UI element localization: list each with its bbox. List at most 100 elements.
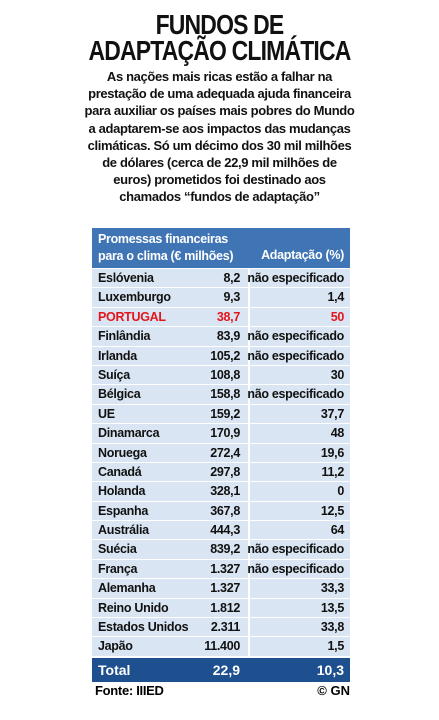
cell-value: 444,3	[210, 523, 240, 538]
table-row: PORTUGAL 38,7 50	[92, 306, 350, 327]
country: Finlândia	[98, 329, 151, 344]
cell-value: 0	[337, 484, 344, 499]
cell-value: 1.812	[210, 600, 240, 615]
column-separator	[248, 618, 250, 637]
column-separator	[248, 404, 250, 424]
column-separator	[248, 482, 250, 501]
table-body: Eslóvenia 8,2 não especificado Luxemburgo 9,…	[92, 268, 350, 656]
header-cell: Adaptação (%)	[261, 248, 344, 262]
intro-line: As nações mais ricas estão a falhar na	[106, 69, 333, 84]
country: Estados Unidos	[98, 620, 189, 635]
source: Fonte: IIIED	[95, 683, 164, 698]
column-separator	[248, 598, 250, 618]
header-cell: Promessas financeiras para o clima (€ mi…	[98, 231, 234, 265]
table-row: Japão 11.400 1,5	[92, 636, 350, 656]
table-row: França 1.327 não especificado	[92, 558, 350, 579]
country: Japão	[98, 639, 133, 654]
cell-value: 19,6	[320, 445, 344, 460]
cell-value: 108,8	[210, 367, 240, 382]
table-row: Bélgica 158,8 não especificado	[92, 384, 350, 404]
column-separator	[248, 540, 250, 559]
country: Eslóvenia	[98, 271, 154, 285]
title-line: ADAPTAÇÃO CLIMÁTICA	[88, 35, 351, 66]
country: França	[98, 561, 138, 576]
cell-value: 38,7	[216, 309, 240, 324]
table-row: Reino Unido 1.812 13,5	[92, 597, 350, 618]
country: Suécia	[98, 542, 137, 557]
country: Alemanha	[98, 581, 156, 596]
cell-value: 272,4	[210, 445, 240, 460]
column-separator	[248, 307, 250, 327]
intro-line: de dólares (cerca de 22,9 mil milhões de	[102, 155, 337, 171]
intro-line: a adaptarem-se aos impactos das mudanças	[88, 120, 351, 136]
cell-value: 1,4	[327, 290, 345, 305]
country: Bélgica	[98, 387, 141, 402]
country: Suíça	[98, 367, 130, 382]
country: Reino Unido	[98, 600, 169, 615]
table-row: Alemanha 1.327 33,3	[92, 578, 350, 598]
cell-value: não especificado	[247, 387, 344, 402]
total-row: Total 22,9 10,3	[92, 657, 350, 682]
column-separator	[248, 385, 250, 404]
cell-value: 11,2	[321, 464, 345, 479]
cell-value: 37,7	[320, 406, 344, 421]
column-separator	[248, 462, 250, 482]
country: Canadá	[98, 464, 142, 479]
cell-value: 64	[330, 523, 345, 538]
country: Luxemburgo	[98, 290, 171, 305]
table-row: Austrália 444,3 64	[92, 520, 350, 540]
cell-value: 30	[330, 367, 345, 382]
table-row: Suíça 108,8 30	[92, 364, 350, 385]
table-row: Finlândia 83,9 não especificado	[92, 326, 350, 346]
table-row: Holanda 328,1 0	[92, 481, 350, 501]
column-separator	[248, 327, 250, 346]
table-row: Noruega 272,4 19,6	[92, 442, 350, 462]
cell-value: 1.327	[210, 581, 240, 596]
table-row: Canadá 297,8 11,2	[92, 461, 350, 482]
country: Irlanda	[98, 348, 137, 363]
column-separator	[248, 424, 250, 443]
header-line: Promessas financeiras	[98, 232, 228, 246]
cell-value: não especificado	[247, 542, 344, 557]
cell-value: 33,3	[320, 581, 344, 596]
table-row: Dinamarca 170,9 48	[92, 423, 350, 443]
cell-value: não especificado	[247, 561, 344, 576]
country: Noruega	[98, 445, 147, 460]
intro-line: climáticas. Só um décimo dos 30 mil milh…	[87, 137, 352, 153]
total-value: 10,3	[316, 661, 344, 678]
cell-value: 11.400	[204, 639, 240, 654]
column-separator	[248, 579, 250, 598]
table-row: Irlanda 105,2 não especificado	[92, 345, 350, 365]
table-row: Luxemburgo 9,3 1,4	[92, 287, 350, 307]
title: FUNDOS DE ADAPTAÇÃO CLIMÁTICA	[0, 9, 439, 66]
cell-value: 839,2	[210, 542, 240, 557]
column-separator	[248, 501, 250, 521]
intro-line: chamados “fundos de adaptação”	[119, 189, 320, 205]
cell-value: 83,9	[216, 329, 240, 344]
intro-line: euros) prometidos foi destinado aos	[113, 172, 326, 188]
column-separator	[248, 346, 250, 365]
intro: As nações mais ricas estão a falhar na pr…	[0, 68, 439, 206]
cell-value: 158,8	[210, 387, 240, 402]
column-separator	[248, 269, 250, 288]
column-separator	[248, 637, 250, 656]
table-row: Eslóvenia 8,2 não especificado	[92, 268, 350, 288]
cell-value: 367,8	[210, 503, 240, 518]
cell-value: 9,3	[223, 290, 241, 305]
cell-value: 50	[330, 309, 345, 324]
cell-value: 33,8	[320, 620, 344, 635]
table-row: Espanha 367,8 12,5	[92, 500, 350, 521]
cell-value: 12,5	[320, 503, 344, 518]
total-value: 22,9	[212, 661, 240, 678]
cell-value: 328,1	[210, 484, 240, 499]
column-separator	[248, 521, 250, 540]
cell-value: não especificado	[247, 271, 344, 285]
table-header: Promessas financeiras para o clima (€ mi…	[92, 228, 350, 268]
table-row: UE 159,2 37,7	[92, 403, 350, 424]
intro-line: para auxiliar os países mais pobres do M…	[84, 103, 355, 119]
cell-value: 2.311	[210, 620, 240, 635]
table: Promessas financeiras para o clima (€ mi…	[92, 228, 350, 682]
country: Holanda	[98, 484, 146, 499]
cell-value: não especificado	[247, 329, 344, 344]
title-line: FUNDOS DE	[155, 9, 285, 40]
